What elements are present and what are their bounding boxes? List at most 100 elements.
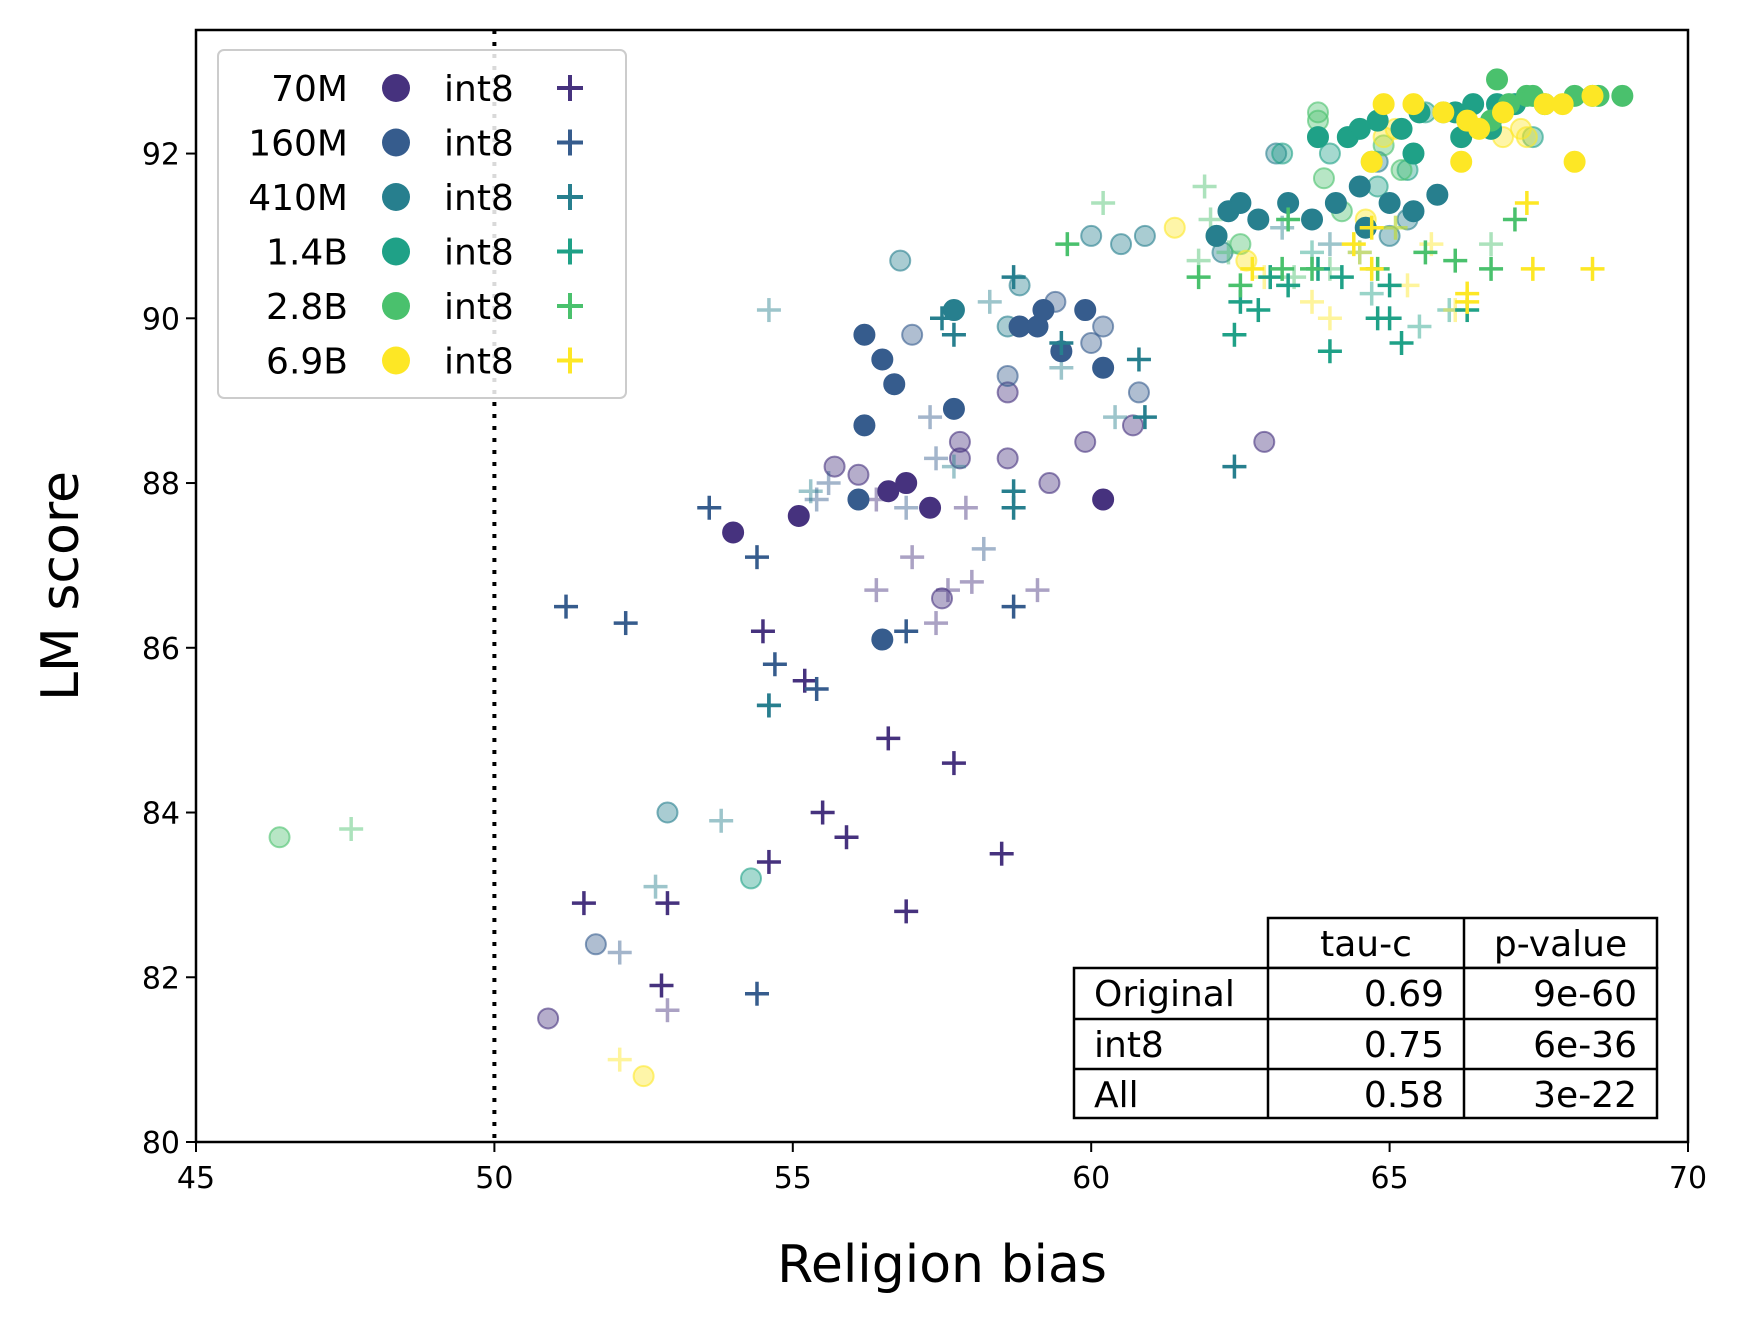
data-point-original xyxy=(1163,216,1186,239)
data-point-original xyxy=(1491,101,1514,124)
data-point-original xyxy=(1229,233,1252,256)
data-point-original xyxy=(1402,93,1425,116)
data-point-original xyxy=(823,455,846,478)
legend-variant-label: int8 xyxy=(444,69,514,110)
data-point-original xyxy=(853,414,876,437)
data-point-original xyxy=(853,323,876,346)
table-cell-tau-c: 0.75 xyxy=(1364,1025,1444,1066)
data-point-int8 xyxy=(924,611,949,636)
data-point-int8 xyxy=(953,495,978,520)
data-point-original xyxy=(895,472,918,495)
table-row-label: Original xyxy=(1094,974,1235,1015)
data-point-int8 xyxy=(804,487,829,512)
data-point-int8 xyxy=(1001,265,1026,290)
legend-box xyxy=(217,49,627,399)
plot-area xyxy=(194,28,1690,1144)
data-point-int8 xyxy=(1222,322,1247,347)
data-point-original xyxy=(537,1007,560,1030)
data-point-int8 xyxy=(1103,405,1128,430)
data-point-int8 xyxy=(339,816,364,841)
data-point-int8 xyxy=(1192,174,1217,199)
data-point-original xyxy=(1378,191,1401,214)
legend-size-label: 1.4B xyxy=(266,233,348,274)
data-point-int8 xyxy=(1276,273,1301,298)
data-point-original xyxy=(1348,175,1371,198)
data-point-int8 xyxy=(1222,454,1247,479)
data-point-original xyxy=(1563,150,1586,173)
data-point-original xyxy=(883,373,906,396)
data-point-original xyxy=(871,628,894,651)
data-point-original xyxy=(1581,84,1604,107)
table-header-p-value: p-value xyxy=(1494,924,1627,965)
data-point-int8 xyxy=(930,306,954,331)
data-point-original xyxy=(948,447,971,470)
data-point-original xyxy=(1611,84,1634,107)
data-point-original xyxy=(1486,68,1509,91)
data-point-original xyxy=(787,504,810,527)
data-point-original xyxy=(1402,200,1425,223)
x-axis-label: Religion bias xyxy=(777,1235,1107,1295)
data-point-original xyxy=(1372,93,1395,116)
data-point-int8 xyxy=(613,611,638,636)
data-point-original xyxy=(948,430,971,453)
data-point-int8 xyxy=(864,578,889,603)
y-tick-label: 90 xyxy=(142,302,180,337)
data-point-int8 xyxy=(816,471,841,496)
x-axis: 45 50 55 60 65 70 xyxy=(177,1142,1707,1196)
data-point-original xyxy=(1247,208,1270,231)
data-point-original xyxy=(1521,126,1544,149)
data-point-int8 xyxy=(1383,215,1408,240)
legend-variant-label: int8 xyxy=(444,233,514,274)
data-point-original xyxy=(942,397,965,420)
legend-circle-marker xyxy=(382,292,410,320)
table-cell-tau-c: 0.58 xyxy=(1364,1075,1444,1116)
table-row-label: All xyxy=(1094,1075,1139,1116)
data-point-original xyxy=(1426,183,1449,206)
data-point-int8 xyxy=(834,825,859,850)
data-point-original xyxy=(1205,224,1228,247)
data-point-original xyxy=(1121,414,1144,437)
data-point-original xyxy=(1360,150,1383,173)
data-point-int8 xyxy=(1001,495,1026,520)
data-point-int8 xyxy=(924,446,949,471)
data-point-int8 xyxy=(1001,594,1026,619)
data-point-int8 xyxy=(1126,347,1151,372)
data-point-int8 xyxy=(1132,405,1157,430)
data-point-int8 xyxy=(900,545,925,570)
data-point-int8 xyxy=(756,693,781,718)
data-point-int8 xyxy=(1228,273,1253,298)
table-header-box xyxy=(1266,916,1659,970)
data-point-original xyxy=(931,587,953,610)
data-point-original xyxy=(1402,142,1425,165)
data-point-int8 xyxy=(607,940,632,965)
data-point-original xyxy=(1092,488,1115,511)
data-point-original xyxy=(1080,224,1103,247)
data-point-int8 xyxy=(989,841,1014,866)
data-point-original xyxy=(1253,430,1276,453)
data-point-original xyxy=(1390,159,1413,182)
data-point-int8 xyxy=(750,619,775,644)
data-point-int8 xyxy=(607,1047,632,1072)
table-cell-p-value: 6e-36 xyxy=(1533,1025,1637,1066)
data-point-original xyxy=(1306,126,1329,149)
legend-size-label: 410M xyxy=(248,178,348,219)
data-point-int8 xyxy=(1520,256,1545,281)
legend-entry: 6.9B int8 xyxy=(266,342,583,383)
data-point-int8 xyxy=(1049,331,1074,356)
data-point-original xyxy=(1038,472,1061,495)
legend-size-label: 70M xyxy=(271,69,348,110)
data-point-int8 xyxy=(1276,207,1301,232)
data-point-int8 xyxy=(1216,240,1241,265)
data-point-original xyxy=(1509,117,1532,140)
data-point-int8 xyxy=(1317,232,1342,257)
data-point-int8 xyxy=(1514,190,1539,215)
legend-size-label: 6.9B xyxy=(266,342,348,383)
data-point-int8 xyxy=(1413,240,1438,265)
data-point-int8 xyxy=(1455,289,1480,314)
data-point-int8 xyxy=(697,495,722,520)
data-point-int8 xyxy=(1329,265,1354,290)
plot-frame xyxy=(194,28,1690,1144)
data-point-int8 xyxy=(1240,256,1265,281)
